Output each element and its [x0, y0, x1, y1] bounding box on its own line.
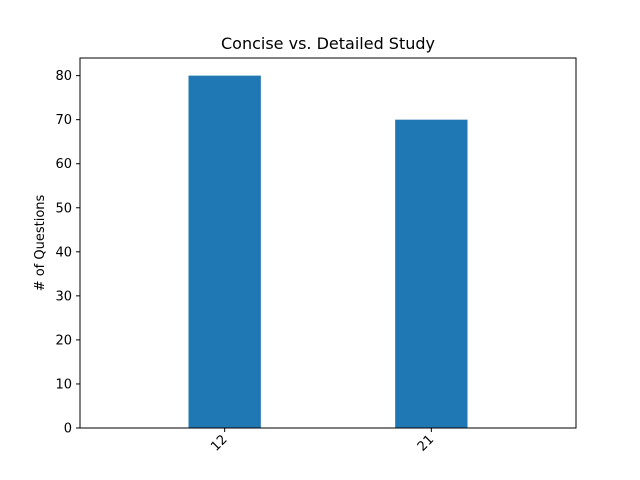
x-tick-label: 12: [208, 432, 230, 454]
y-tick-label: 10: [55, 377, 72, 392]
y-tick-label: 20: [55, 333, 72, 348]
x-tick-label: 21: [415, 432, 437, 454]
bars: [188, 75, 468, 429]
y-tick-label: 80: [55, 69, 72, 84]
bar-21: [395, 119, 468, 429]
y-tick-label: 0: [64, 422, 72, 437]
y-axis-label: # of Questions: [33, 194, 48, 291]
chart-title: Concise vs. Detailed Study: [221, 34, 435, 53]
y-tick-label: 40: [55, 245, 72, 260]
y-tick-label: 70: [55, 113, 72, 128]
x-axis-ticks: 12 21: [208, 428, 437, 455]
plot-frame: [79, 57, 577, 429]
y-axis-ticks: 0 10 20 30 40 50 60 70 80: [55, 69, 80, 437]
bar-12: [188, 75, 261, 428]
y-tick-label: 30: [55, 289, 72, 304]
y-tick-label: 60: [55, 157, 72, 172]
y-tick-label: 50: [55, 201, 72, 216]
